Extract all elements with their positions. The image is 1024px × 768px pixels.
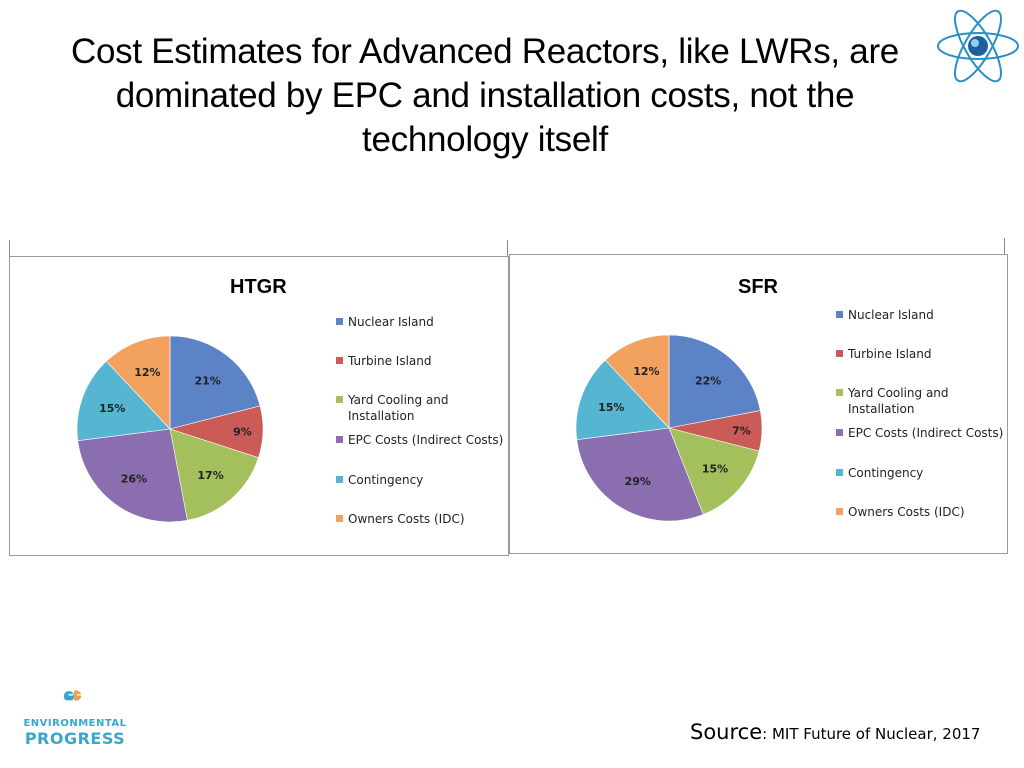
legend-swatch [336, 318, 343, 325]
pie-slice [76, 360, 171, 441]
source-citation: Source: MIT Future of Nuclear, 2017 [690, 720, 980, 744]
pie-data-label: 9% [233, 425, 252, 438]
source-text: : MIT Future of Nuclear, 2017 [762, 725, 981, 743]
legend-label: Nuclear Island [348, 315, 434, 329]
source-label: Source [690, 720, 763, 744]
legend-item: Yard Cooling and Installation [336, 392, 518, 424]
legend-item: EPC Costs (Indirect Costs) [836, 425, 1018, 441]
legend-swatch [336, 436, 343, 443]
pie-slice [604, 334, 670, 429]
logo-text: ENVIRONMENTAL [23, 718, 127, 729]
pie-chart: 21% 9% 17% 26% 15% 12% [76, 335, 264, 523]
legend-swatch [336, 515, 343, 522]
legend-item: Owners Costs (IDC) [336, 511, 518, 527]
pie-slice [576, 427, 704, 522]
chart-legend: Nuclear Island Turbine Island Yard Cooling… [336, 314, 506, 534]
pie-data-label: 15% [598, 401, 624, 414]
legend-label: EPC Costs (Indirect Costs) [348, 433, 504, 447]
pie-slice [169, 428, 259, 521]
legend-item: Contingency [836, 465, 1018, 481]
legend-label: Yard Cooling and Installation [848, 386, 949, 416]
legend-item: Turbine Island [336, 353, 518, 369]
legend-item: Yard Cooling and Installation [836, 385, 1018, 417]
logo-text: PROGRESS [24, 729, 126, 748]
legend-swatch [836, 350, 843, 357]
pie-data-label: 21% [194, 375, 220, 388]
pie-data-label: 29% [625, 475, 651, 488]
environmental-progress-logo-icon [63, 690, 82, 701]
frame-bracket [1004, 238, 1005, 254]
pie-chart: 22% 7% 15% 29% 15% 12% [575, 334, 763, 522]
pie-data-label: 26% [121, 473, 147, 486]
pie-data-label: 12% [633, 365, 659, 378]
legend-swatch [836, 469, 843, 476]
pie-data-label: 15% [702, 463, 728, 476]
chart-title: HTGR [230, 276, 287, 298]
slide-title-line: technology itself [362, 120, 608, 159]
pie-slice [668, 334, 761, 429]
legend-swatch [336, 396, 343, 403]
legend-label: Owners Costs (IDC) [348, 512, 465, 526]
legend-label: Contingency [848, 466, 924, 480]
slide-title-line: Cost Estimates for Advanced Reactors, li… [71, 32, 899, 71]
pie-slice [105, 335, 171, 430]
legend-swatch [336, 357, 343, 364]
legend-item: Nuclear Island [336, 314, 518, 330]
pie-slice [668, 427, 760, 515]
legend-label: EPC Costs (Indirect Costs) [848, 426, 1004, 440]
pie-data-label: 17% [197, 469, 223, 482]
legend-label: Turbine Island [848, 347, 932, 361]
chart-sfr: SFR 22% 7% 15% 29% 15% 12% Nuclear Island Turb… [509, 254, 1008, 554]
pie-slice [77, 428, 188, 523]
legend-swatch [836, 389, 843, 396]
chart-title: SFR [738, 276, 778, 298]
legend-swatch [836, 508, 843, 515]
frame-bracket [9, 240, 10, 256]
pie-data-label: 15% [99, 402, 125, 415]
legend-label: Nuclear Island [848, 308, 934, 322]
pie-slice [575, 359, 670, 440]
legend-swatch [336, 476, 343, 483]
pie-slice [169, 335, 261, 430]
frame-bracket [507, 240, 508, 256]
legend-item: Nuclear Island [836, 307, 1018, 323]
atom-icon [937, 9, 1019, 83]
chart-legend: Nuclear Island Turbine Island Yard Cooling… [836, 307, 1006, 527]
chart-htgr: HTGR 21% 9% 17% 26% 15% 12% Nuclear Island Tur… [9, 256, 509, 556]
legend-label: Turbine Island [348, 354, 432, 368]
slide-title: Cost Estimates for Advanced Reactors, li… [0, 30, 970, 162]
legend-swatch [836, 311, 843, 318]
legend-item: Turbine Island [836, 346, 1018, 362]
pie-data-label: 12% [134, 366, 160, 379]
legend-item: EPC Costs (Indirect Costs) [336, 432, 518, 448]
legend-label: Contingency [348, 473, 424, 487]
legend-label: Owners Costs (IDC) [848, 505, 965, 519]
legend-item: Owners Costs (IDC) [836, 504, 1018, 520]
slide-title-line: dominated by EPC and installation costs,… [115, 76, 855, 115]
legend-label: Yard Cooling and Installation [348, 393, 449, 423]
legend-item: Contingency [336, 472, 518, 488]
pie-data-label: 22% [695, 375, 721, 388]
legend-swatch [836, 429, 843, 436]
pie-data-label: 7% [732, 424, 751, 437]
